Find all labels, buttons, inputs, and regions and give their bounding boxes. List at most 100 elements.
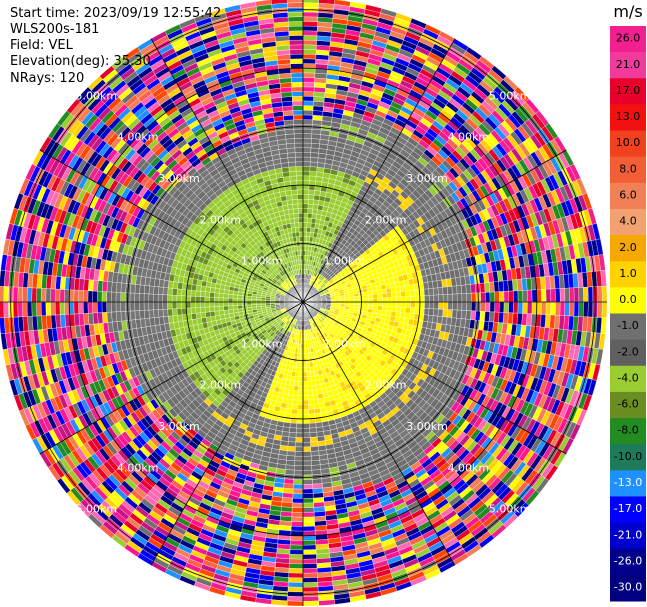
gate-cell <box>294 451 304 457</box>
gate-cell <box>493 281 500 293</box>
gate-cell <box>308 189 315 196</box>
gate-cell <box>564 287 570 303</box>
gate-cell <box>362 291 369 296</box>
gate-cell <box>564 301 570 317</box>
gate-cell <box>287 596 304 602</box>
gate-cell <box>363 301 369 306</box>
gate-cell <box>587 286 594 303</box>
gate-cell <box>306 362 311 368</box>
gate-cell <box>287 441 296 447</box>
gate-cell <box>583 301 589 318</box>
gate-cell <box>290 526 304 532</box>
gate-cell <box>302 455 312 462</box>
gate-cell <box>409 284 415 291</box>
gate-cell <box>293 469 304 476</box>
gate-cell <box>299 353 304 359</box>
gate-cell <box>302 502 314 508</box>
gate-cell <box>377 305 383 311</box>
gate-cell <box>291 408 298 415</box>
gate-cell <box>517 290 523 303</box>
gate-cell <box>395 306 402 313</box>
gate-cell <box>409 307 416 314</box>
gate-cell <box>396 296 402 303</box>
gate-cell <box>309 436 318 443</box>
gate-cell <box>460 284 467 294</box>
gate-cell <box>294 376 300 382</box>
gate-cell <box>314 190 321 196</box>
gate-cell <box>489 291 495 303</box>
gate-cell <box>531 301 537 315</box>
gate-cell <box>306 227 311 233</box>
gate-cell <box>313 403 320 410</box>
gate-cell <box>503 291 509 303</box>
gate-cell <box>409 290 416 297</box>
gate-cell <box>601 285 608 303</box>
gate-cell <box>302 72 316 78</box>
gate-cell <box>291 512 304 518</box>
gate-cell <box>395 286 401 293</box>
gate-cell <box>456 285 462 295</box>
gate-cell <box>310 441 319 447</box>
gate-cell <box>302 212 308 219</box>
gate-cell <box>597 286 603 303</box>
gate-cell <box>295 371 300 377</box>
gate-cell <box>291 521 304 527</box>
gate-cell <box>286 450 296 457</box>
gate-cell <box>545 288 552 303</box>
gate-cell <box>302 184 310 191</box>
gate-cell <box>419 301 425 309</box>
gate-cell <box>372 305 378 310</box>
gate-cell <box>288 563 304 569</box>
gate-cell <box>292 498 304 504</box>
gate-cell <box>302 82 315 88</box>
gate-cell <box>315 379 321 386</box>
gate-cell <box>302 446 311 452</box>
gate-cell <box>302 166 311 172</box>
gate-cell <box>311 213 318 220</box>
gate-cell <box>484 292 491 303</box>
gate-cell <box>287 582 304 588</box>
gate-cell <box>302 582 319 588</box>
gate-cell <box>433 294 439 303</box>
gate-cell <box>381 288 387 294</box>
gate-cell <box>310 157 319 163</box>
gate-cell <box>460 310 467 320</box>
gate-cell <box>302 105 314 111</box>
gate-cell <box>302 222 308 228</box>
gate-cell <box>302 441 311 448</box>
gate-cell <box>578 301 584 317</box>
gate-cell <box>452 293 458 303</box>
gate-cell <box>381 306 388 311</box>
gate-cell <box>285 408 292 414</box>
gate-cell <box>503 301 509 313</box>
gate-cell <box>297 395 304 401</box>
gate-cell <box>517 301 523 314</box>
gate-cell <box>302 460 312 466</box>
gate-cell <box>291 404 298 410</box>
gate-cell <box>307 199 314 205</box>
gate-cell <box>569 301 575 317</box>
gate-cell <box>527 289 533 303</box>
gate-cell <box>302 53 317 60</box>
gate-cell <box>470 283 476 294</box>
gate-cell <box>299 362 304 368</box>
gate-cell <box>283 483 294 489</box>
gate-cell <box>302 526 316 532</box>
gate-cell <box>377 297 383 303</box>
gate-cell <box>302 44 317 50</box>
gate-cell <box>349 299 355 303</box>
gate-cell <box>302 77 315 83</box>
gate-cell <box>287 446 296 452</box>
gate-cell <box>294 455 304 462</box>
gate-cell <box>293 390 299 396</box>
gate-cell <box>310 450 320 457</box>
gate-cell <box>302 208 309 214</box>
gate-cell <box>302 596 319 602</box>
gate-cell <box>311 129 322 135</box>
gate-cell <box>377 301 383 307</box>
gate-cell <box>368 301 374 306</box>
gate-cell <box>286 403 293 410</box>
gate-cell <box>428 308 434 316</box>
gate-cell <box>296 409 304 415</box>
gate-cell <box>289 549 304 555</box>
